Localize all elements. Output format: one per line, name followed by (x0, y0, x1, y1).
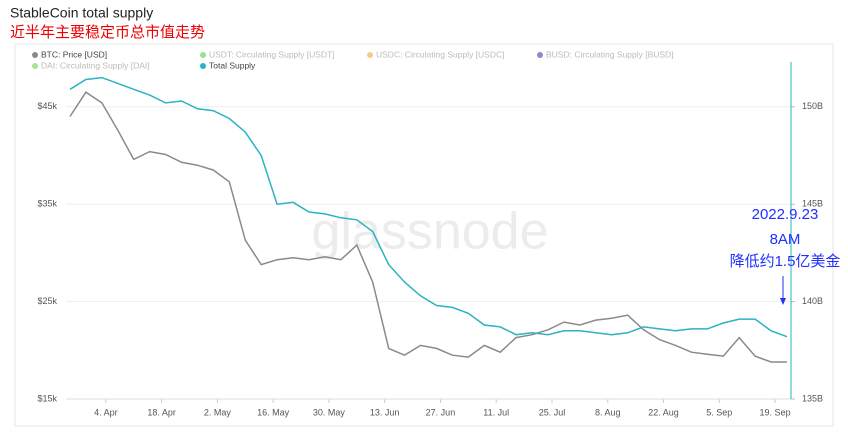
x-tick-label: 5. Sep (706, 407, 732, 417)
y2-tick-label: 135B (802, 393, 823, 403)
chart-subtitle: 近半年主要稳定币总市值走势 (10, 24, 205, 41)
watermark: glassnode (311, 203, 548, 261)
annotation: 8AM (770, 231, 801, 248)
x-tick-label: 22. Aug (648, 407, 679, 417)
legend-label[interactable]: USDC: Circulating Supply [USDC] (376, 49, 504, 59)
chart-frame (14, 43, 834, 427)
y-tick-label: $35k (37, 199, 57, 209)
x-tick-label: 8. Aug (595, 407, 621, 417)
legend-label[interactable]: BTC: Price [USD] (41, 49, 107, 59)
series-line (69, 91, 787, 363)
legend-marker (200, 63, 206, 69)
y-tick-label: $25k (37, 296, 57, 306)
x-tick-label: 4. Apr (94, 407, 118, 417)
y2-tick-label: 150B (802, 101, 823, 111)
x-tick-label: 18. Apr (147, 407, 176, 417)
annotation-arrowhead (780, 298, 786, 305)
x-tick-label: 25. Jul (539, 407, 566, 417)
legend-marker (367, 52, 373, 58)
chart-title: StableCoin total supply (10, 5, 153, 21)
y2-tick-label: 140B (802, 296, 823, 306)
x-tick-label: 16. May (257, 407, 290, 417)
x-tick-label: 2. May (204, 407, 232, 417)
y-tick-label: $15k (37, 393, 57, 403)
x-tick-label: 13. Jun (370, 407, 400, 417)
y2-tick-label: 145B (802, 199, 823, 209)
annotation: 降低约1.5亿美金 (730, 253, 841, 270)
y-tick-label: $45k (37, 101, 57, 111)
annotation: 2022.9.23 (752, 206, 819, 223)
legend-label[interactable]: BUSD: Circulating Supply [BUSD] (546, 49, 674, 59)
x-tick-label: 30. May (313, 407, 346, 417)
legend-label[interactable]: USDT: Circulating Supply [USDT] (209, 49, 335, 59)
legend-label[interactable]: DAI: Circulating Supply [DAI] (41, 60, 150, 70)
legend-label[interactable]: Total Supply (209, 60, 256, 70)
series-line (69, 76, 788, 338)
legend-marker (200, 52, 206, 58)
legend-marker (32, 63, 38, 69)
x-tick-label: 27. Jun (426, 407, 456, 417)
legend-marker (32, 52, 38, 58)
x-tick-label: 19. Sep (760, 407, 791, 417)
legend-marker (537, 52, 543, 58)
x-tick-label: 11. Jul (483, 407, 509, 417)
